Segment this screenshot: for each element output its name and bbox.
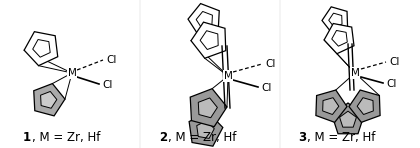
Polygon shape — [197, 121, 214, 138]
Text: M: M — [223, 71, 232, 81]
Polygon shape — [24, 32, 58, 66]
Text: , M = Zr, Hf: , M = Zr, Hf — [32, 131, 100, 144]
Polygon shape — [41, 91, 57, 108]
Text: M: M — [351, 68, 360, 78]
Polygon shape — [189, 112, 223, 146]
Text: 1: 1 — [23, 131, 31, 144]
Polygon shape — [332, 103, 364, 134]
Polygon shape — [349, 90, 380, 122]
Text: Cl: Cl — [386, 79, 396, 89]
Text: 2: 2 — [160, 131, 168, 144]
Polygon shape — [190, 89, 227, 127]
Text: M: M — [68, 68, 76, 78]
Polygon shape — [34, 84, 65, 116]
Polygon shape — [316, 90, 347, 122]
Text: Cl: Cl — [265, 59, 276, 69]
Polygon shape — [329, 13, 342, 27]
Text: 3: 3 — [298, 131, 306, 144]
Polygon shape — [196, 11, 213, 28]
Polygon shape — [323, 98, 339, 115]
Polygon shape — [198, 98, 218, 118]
Text: Cl: Cl — [261, 83, 271, 93]
Polygon shape — [357, 98, 373, 115]
Text: , M = Zr, Hf: , M = Zr, Hf — [168, 131, 236, 144]
Polygon shape — [340, 111, 357, 127]
Polygon shape — [332, 30, 347, 46]
Polygon shape — [33, 40, 50, 57]
Polygon shape — [200, 31, 218, 49]
Text: Cl: Cl — [102, 80, 113, 90]
Text: , M = Zr, Hf: , M = Zr, Hf — [307, 131, 375, 144]
Polygon shape — [324, 24, 354, 54]
Polygon shape — [322, 7, 348, 33]
Polygon shape — [191, 22, 226, 58]
Polygon shape — [188, 4, 219, 36]
Text: Cl: Cl — [389, 57, 399, 67]
Text: Cl: Cl — [106, 55, 116, 65]
